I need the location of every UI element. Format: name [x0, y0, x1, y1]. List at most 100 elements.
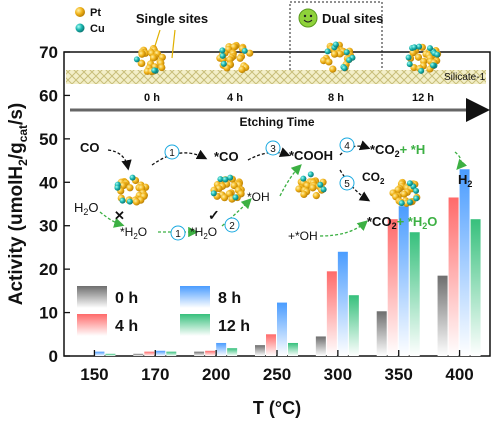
legend-label-0h: 0 h — [115, 290, 138, 307]
bar-4h-200 — [205, 350, 216, 356]
x-tick-label: 400 — [445, 365, 473, 384]
pt-atom — [325, 58, 333, 66]
legend-swatch-0h — [77, 286, 107, 308]
pt-atom — [126, 184, 134, 192]
bar-12h-350 — [409, 232, 420, 356]
star-h2o-2-label: *H2O — [190, 225, 217, 241]
legend-swatch-8h — [180, 286, 210, 308]
cu-atom — [413, 195, 420, 202]
cu-atom — [300, 175, 307, 182]
x-tick-label: 170 — [141, 365, 169, 384]
cu-atom — [343, 49, 350, 56]
cu-atom — [406, 180, 413, 187]
pt-atom — [246, 49, 254, 57]
cu-atom — [222, 176, 229, 183]
cluster-graphic — [216, 41, 254, 74]
pt-atom — [414, 53, 423, 61]
cu-atom — [126, 198, 133, 205]
h2o-adsorb-arrow — [99, 211, 125, 228]
cu-atom — [413, 187, 420, 194]
y-tick-label: 0 — [49, 347, 58, 366]
plus-oh-label: +*OH — [288, 229, 318, 243]
mechanism-clusters — [114, 171, 421, 207]
cu-atom — [241, 47, 248, 54]
pt-atom — [220, 194, 229, 202]
cu-atom — [129, 174, 136, 181]
cu-atom — [317, 181, 324, 188]
cu-atom — [346, 57, 353, 64]
step2-badge — [224, 217, 240, 233]
bar-8h-150 — [94, 351, 105, 356]
bar-12h-300 — [348, 295, 359, 356]
y-tick-label: 70 — [39, 43, 58, 62]
oh-to-cooh-arrow — [279, 164, 302, 197]
bar-0h-250 — [255, 345, 265, 356]
pt-atom — [309, 184, 317, 192]
step4-label: 4 — [344, 141, 350, 152]
pt-legend-label: Pt — [90, 7, 101, 19]
y-tick-label: 50 — [39, 130, 58, 149]
legend-label-8h: 8 h — [218, 290, 241, 307]
pt-atom — [236, 54, 244, 62]
step2-arrow — [221, 198, 252, 227]
bar-4h-300 — [326, 271, 337, 356]
bar-12h-200 — [227, 348, 238, 356]
y-tick-label: 30 — [39, 217, 58, 236]
dual-sites-label: Dual sites — [322, 11, 383, 26]
cross-mark-icon: ✕ — [114, 208, 125, 223]
cu-atom — [411, 44, 418, 51]
cu-atom — [430, 62, 437, 69]
cu-atom — [114, 184, 121, 191]
cu-atom — [416, 43, 423, 50]
cu-legend-label: Cu — [90, 23, 105, 35]
x-tick-label: 300 — [324, 365, 352, 384]
pt-atom — [329, 65, 337, 73]
step1b-label: 1 — [175, 229, 181, 240]
pt-atom — [330, 50, 339, 58]
single-sites-label: Single sites — [136, 11, 208, 26]
pt-atom — [132, 198, 141, 206]
bar-0h-400 — [437, 275, 448, 356]
legend-swatch-12h — [180, 314, 210, 336]
cu-atom — [119, 197, 126, 204]
cu-atom-legend — [75, 23, 85, 33]
bar-12h-150 — [105, 353, 116, 356]
step2-label: 2 — [229, 221, 235, 232]
time-label-12h: 12 h — [412, 92, 434, 104]
cu-atom — [434, 51, 441, 58]
bar-12h-170 — [166, 351, 177, 356]
bar-4h-170 — [144, 351, 155, 356]
bar-8h-250 — [277, 302, 287, 356]
cu-atom — [406, 61, 413, 68]
bar-0h-170 — [133, 353, 144, 356]
y-tick-label: 20 — [39, 260, 58, 279]
bar-8h-350 — [398, 206, 409, 356]
x-tick-label: 350 — [385, 365, 413, 384]
co2-h2o-label: *CO2+ *H2O — [367, 214, 437, 231]
cu-atom — [332, 41, 339, 48]
time-label-8h: 8 h — [328, 92, 344, 104]
cluster-graphic — [210, 174, 245, 203]
pt-atom — [158, 63, 166, 72]
star-co-label: *CO — [214, 149, 239, 164]
step1-badge — [164, 144, 180, 160]
pt-atom — [138, 50, 146, 58]
bar-4h-350 — [387, 219, 398, 356]
cu-atom — [405, 54, 412, 61]
x-tick-label: 200 — [202, 365, 230, 384]
cu-atom — [307, 171, 314, 178]
smiley-mouth-icon — [303, 19, 313, 23]
pt-atom — [149, 54, 158, 62]
cluster-graphic — [405, 43, 442, 74]
star-h2o-label: *H2O — [120, 225, 147, 241]
cu-atom — [210, 190, 217, 197]
pt-atom — [409, 49, 417, 57]
time-label-4h: 4 h — [227, 92, 243, 104]
cu-atom — [406, 199, 413, 206]
legend: 0 h 4 h 8 h 12 h — [77, 286, 250, 336]
pt-atom — [238, 65, 246, 74]
pt-atom — [295, 185, 303, 193]
star-oh-label: *OH — [247, 190, 270, 204]
bar-0h-300 — [315, 336, 326, 356]
